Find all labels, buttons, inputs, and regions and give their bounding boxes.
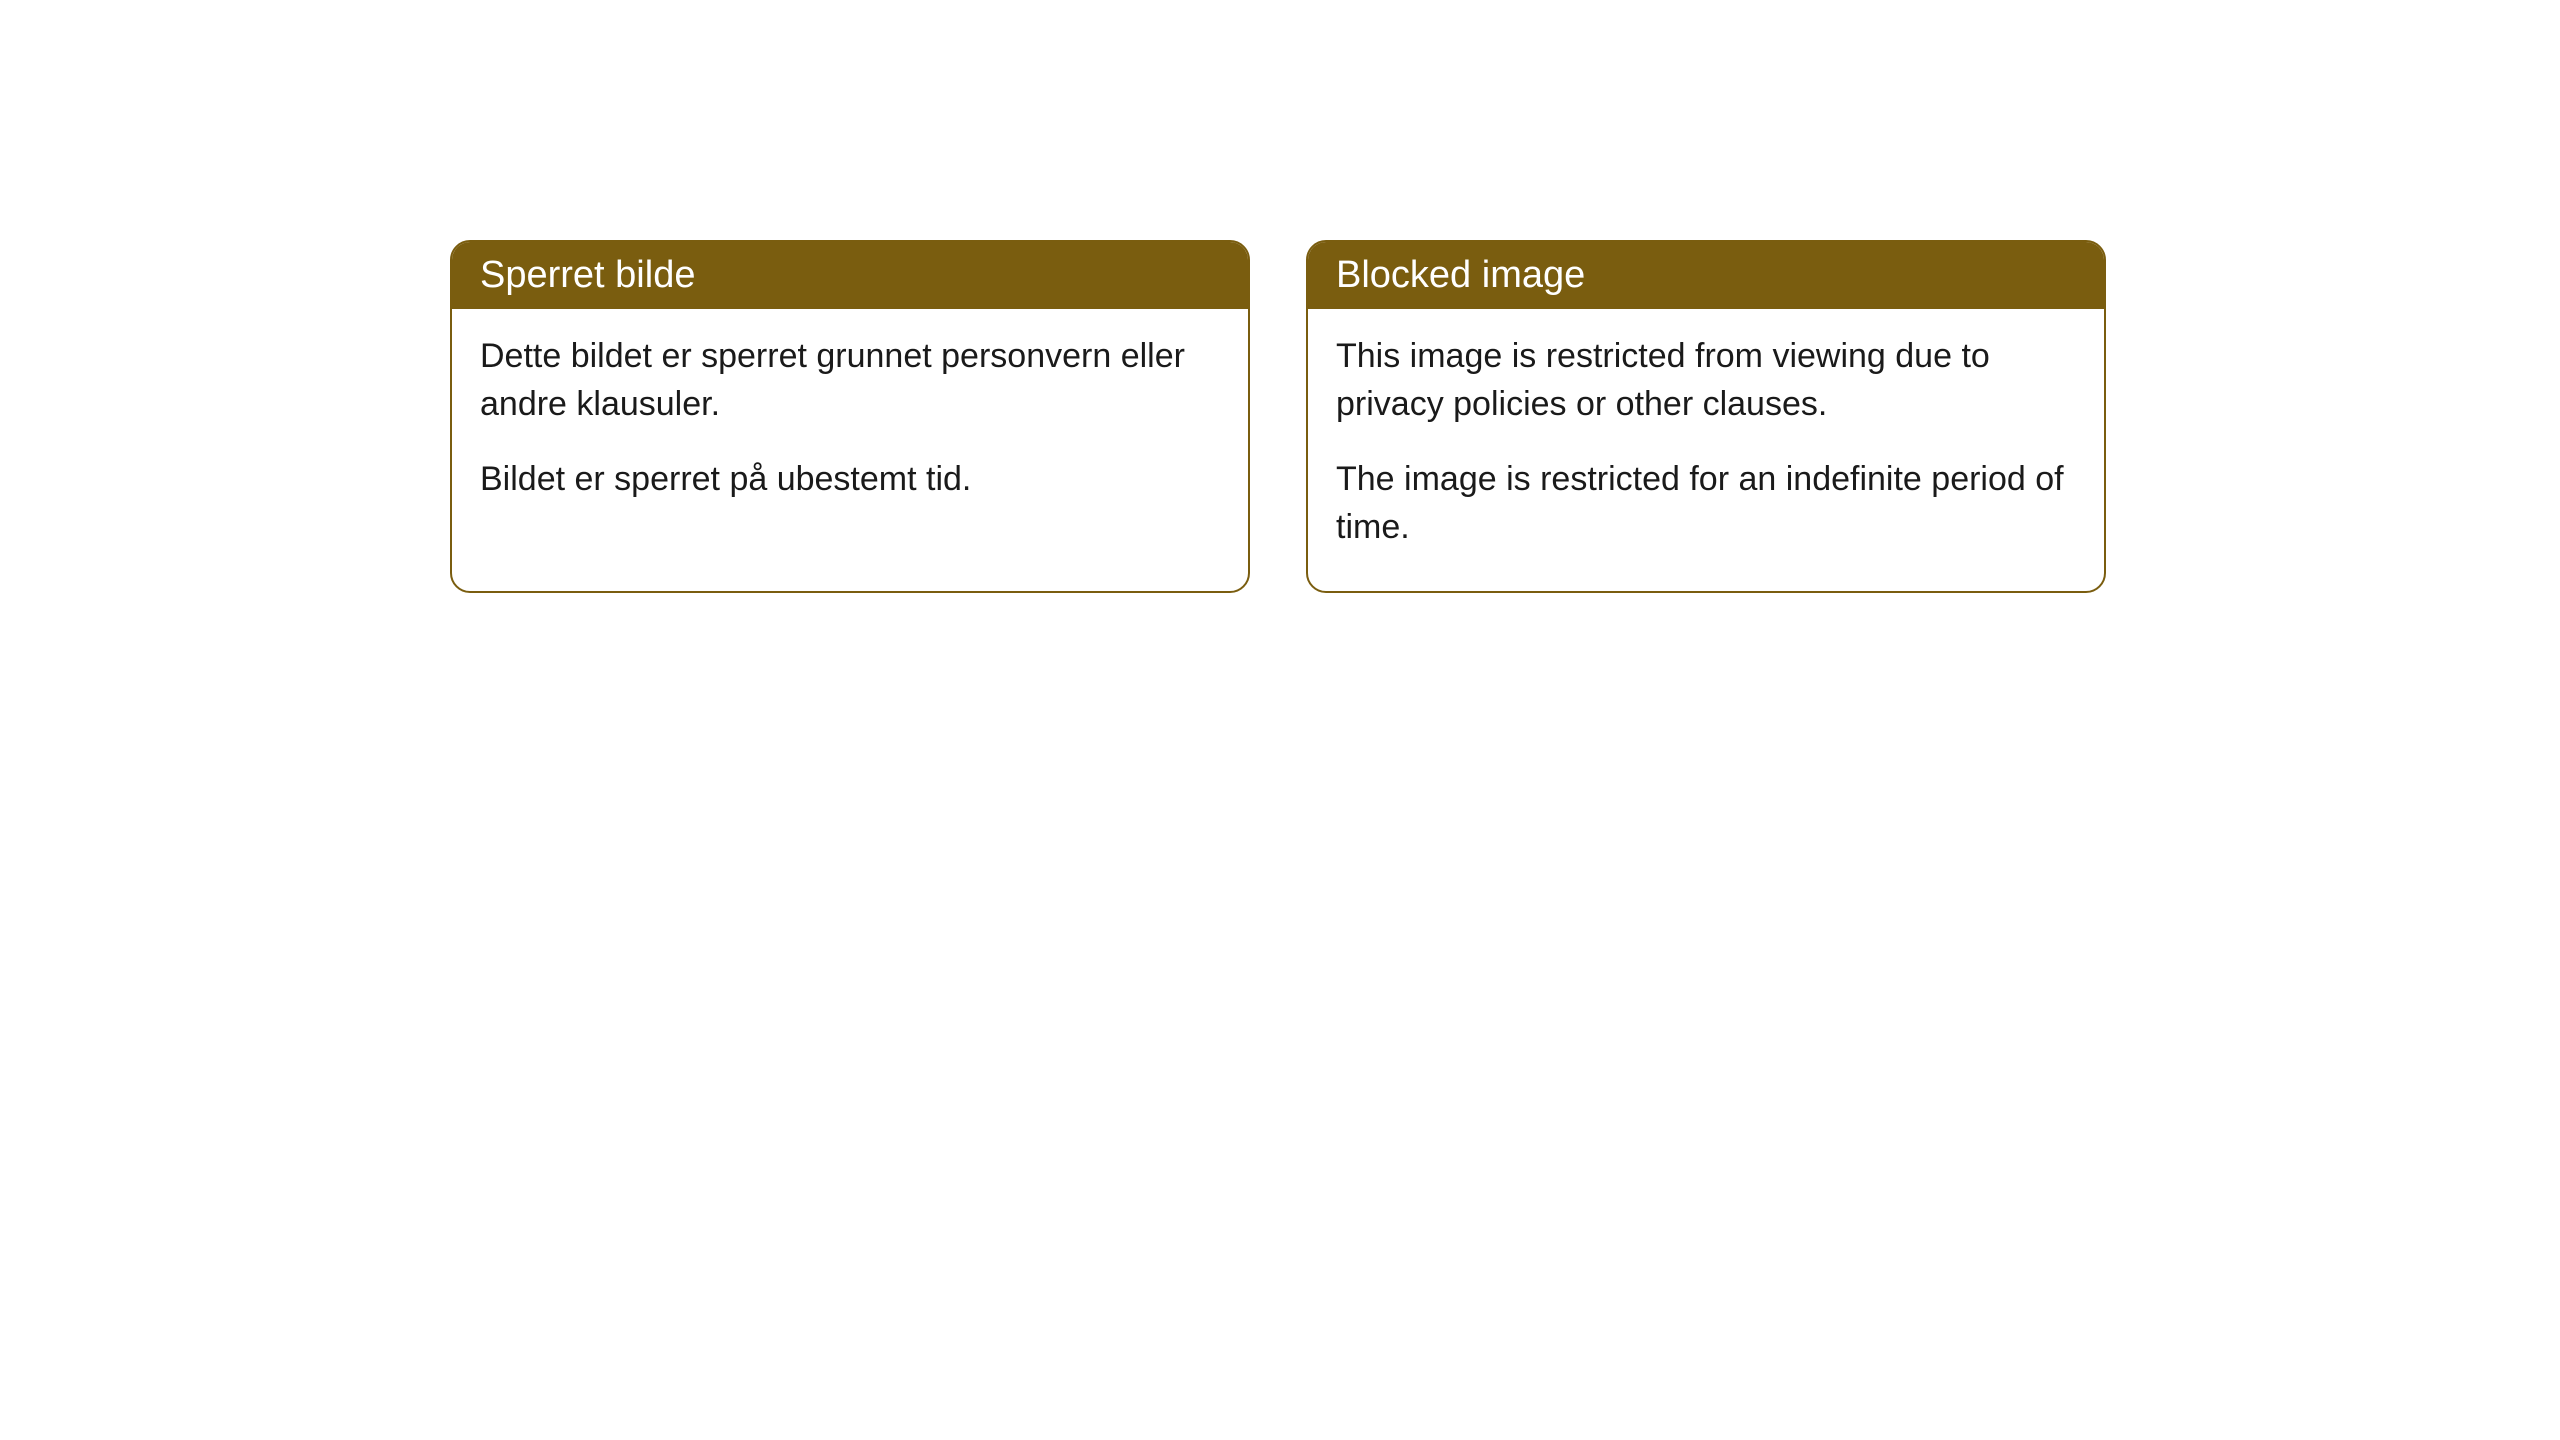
notice-cards-container: Sperret bilde Dette bildet er sperret gr… (450, 240, 2106, 593)
card-header-norwegian: Sperret bilde (452, 242, 1248, 309)
card-text-norwegian-2: Bildet er sperret på ubestemt tid. (480, 456, 1220, 504)
notice-card-english: Blocked image This image is restricted f… (1306, 240, 2106, 593)
card-body-norwegian: Dette bildet er sperret grunnet personve… (452, 309, 1248, 544)
card-title-english: Blocked image (1336, 254, 1585, 296)
card-text-english-1: This image is restricted from viewing du… (1336, 333, 2076, 428)
card-body-english: This image is restricted from viewing du… (1308, 309, 2104, 591)
notice-card-norwegian: Sperret bilde Dette bildet er sperret gr… (450, 240, 1250, 593)
card-text-norwegian-1: Dette bildet er sperret grunnet personve… (480, 333, 1220, 428)
card-text-english-2: The image is restricted for an indefinit… (1336, 456, 2076, 551)
card-title-norwegian: Sperret bilde (480, 254, 695, 296)
card-header-english: Blocked image (1308, 242, 2104, 309)
